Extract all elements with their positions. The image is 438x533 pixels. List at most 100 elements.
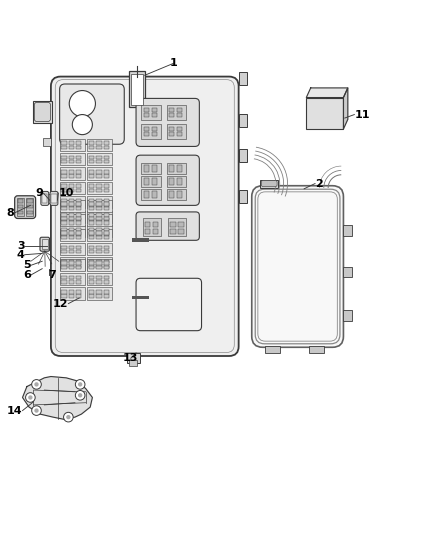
Bar [104,141,109,144]
Bar [61,203,67,206]
Bar [152,127,157,131]
Bar [61,265,67,269]
Text: 12: 12 [53,298,68,309]
Bar [141,176,161,187]
Bar [60,200,85,212]
Bar [61,280,67,284]
Bar [177,178,182,185]
Bar [141,124,161,139]
Bar [61,232,67,236]
Bar [61,264,67,268]
Text: 14: 14 [7,406,22,416]
Bar [152,178,157,185]
Bar [239,72,247,85]
Bar [306,98,343,129]
FancyBboxPatch shape [14,196,35,219]
Bar [89,156,94,159]
Bar [144,178,149,185]
Bar [96,290,102,294]
Bar [96,231,102,235]
Bar [104,250,109,253]
Bar [169,113,174,117]
Bar [87,259,113,271]
Circle shape [78,382,82,386]
FancyBboxPatch shape [261,181,277,187]
Bar [170,229,176,234]
Circle shape [34,408,39,413]
Text: 4: 4 [17,250,25,260]
Bar [60,182,85,194]
Bar [96,199,102,203]
Bar [96,261,102,265]
Bar [76,156,81,159]
Bar [308,345,324,352]
Bar [144,113,149,117]
Bar [76,217,81,220]
Bar [76,146,81,149]
Bar [69,203,74,207]
Bar [96,170,102,174]
FancyBboxPatch shape [40,237,49,251]
FancyBboxPatch shape [51,77,239,356]
Bar [127,353,140,362]
Bar [89,160,94,164]
Bar [169,132,174,136]
Bar [89,207,94,210]
Bar [76,228,81,231]
Bar [69,246,74,249]
Bar [104,232,109,236]
Bar [141,189,161,200]
Circle shape [32,379,41,389]
Bar [96,203,102,206]
Bar [76,260,81,263]
Bar [27,211,32,214]
FancyBboxPatch shape [34,102,50,122]
Bar [69,260,74,263]
Bar [96,280,102,284]
Bar [69,261,74,265]
Bar [89,203,94,207]
Bar [61,189,67,192]
Bar [89,232,94,236]
Bar [104,246,109,249]
Bar [60,196,85,208]
Circle shape [69,91,95,117]
Bar [144,108,149,112]
Bar [96,207,102,210]
FancyBboxPatch shape [41,191,49,205]
Bar [76,184,81,188]
Bar [87,139,113,151]
Bar [239,149,247,161]
Bar [87,243,113,255]
Bar [265,345,280,352]
Bar [89,141,94,144]
Bar [42,239,48,249]
Bar [144,191,149,198]
Bar [96,213,102,217]
Bar [69,189,74,192]
Bar [104,203,109,207]
Bar [96,156,102,159]
Bar [178,222,184,227]
Bar [61,217,67,221]
Bar [61,221,67,224]
Bar [60,273,85,285]
Bar [18,199,23,203]
Bar [60,259,85,271]
Bar [96,184,102,188]
Bar [76,170,81,174]
Bar [104,184,109,188]
Bar [177,132,182,136]
Bar [61,261,67,265]
Bar [89,228,94,231]
Text: 13: 13 [123,353,138,363]
Bar [89,231,94,235]
Bar [89,236,94,239]
Circle shape [78,393,82,398]
Bar [144,127,149,131]
Bar [61,170,67,174]
Bar [76,280,81,284]
Bar [177,127,182,131]
Bar [87,182,113,194]
Bar [177,165,182,172]
